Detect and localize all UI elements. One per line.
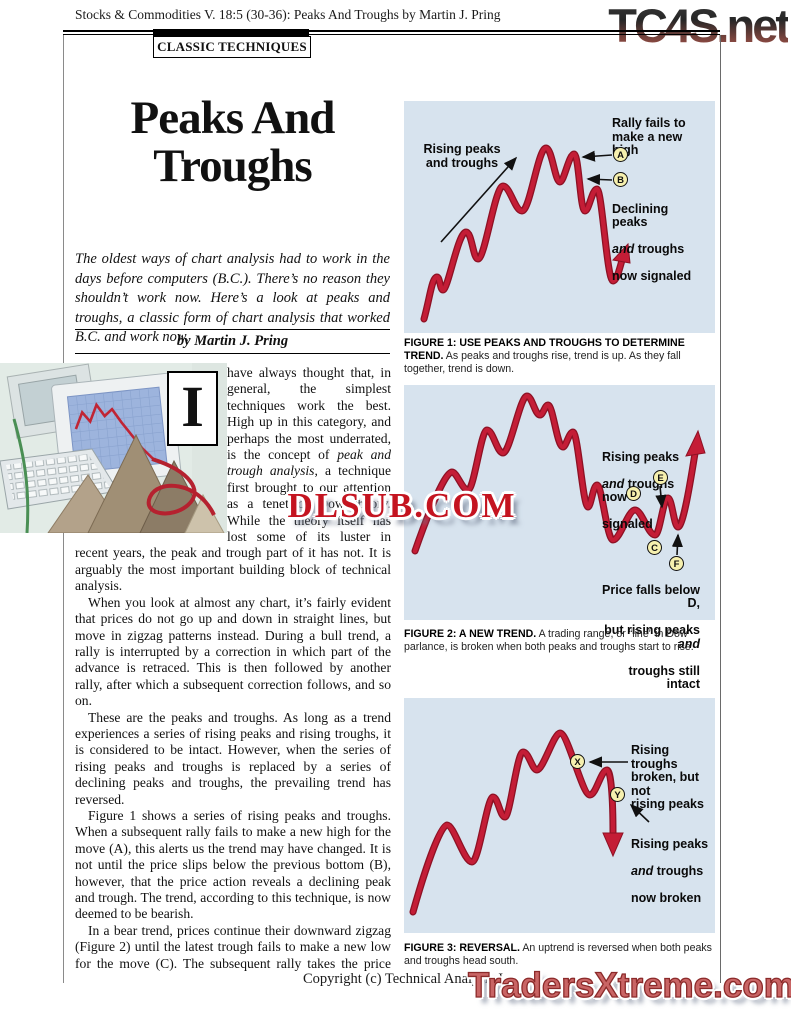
marker-a-arrow [581,150,613,162]
marker-badge-x: X [570,754,585,769]
tc4s-watermark-link[interactable]: TC4S.net [608,0,791,52]
header-rule-thick [63,30,720,32]
figure-3-chart: Rising troughs broken, but not rising pe… [404,698,715,933]
figure-1-curve [420,144,631,323]
broken-and-italic: and [631,863,654,878]
marker-badge-f: F [669,556,684,571]
broken-line1: Rising peaks [631,836,709,851]
marker-e-arrow [655,485,667,509]
title-line-1: Peaks And [130,92,336,144]
marker-y-arrow [629,803,650,823]
figure-1-caption-text: As peaks and troughs rise, trend is up. … [404,350,681,375]
declining-line2: and troughs [612,242,707,257]
p1-italic: peak and trough analysis [227,447,391,479]
label-peaks-broken: Rising peaks and troughs now broken [631,824,713,919]
paragraph-5: In a bear trend, prices continue their d… [75,922,391,971]
curve-end-arrowhead [612,242,631,264]
price-line3: troughs still intact [628,663,700,691]
figure-1-caption-bold: FIGURE 1: USE PEAKS AND TROUGHS TO DETER… [404,337,685,362]
broken-line3: now broken [631,890,702,905]
rising-line3: signaled [602,517,653,531]
price-line2-pre: but rising peaks [604,623,700,637]
declining-line3: now signaled [612,269,692,283]
right-column-rule [720,35,721,983]
price-line2: but rising peaks and [594,623,700,651]
section-label: CLASSIC TECHNIQUES [153,36,311,58]
rising-line2: and troughs now [602,476,700,505]
paragraph-4: Figure 1 shows a series of rising peaks … [75,807,391,922]
figure-2-caption: FIGURE 2: A NEW TREND. A trading range, … [404,628,717,654]
marker-b-arrow [586,173,613,186]
label-rising-signaled: Rising peaks and troughs now signaled [602,437,700,545]
marker-badge-y: Y [610,787,625,802]
p1-pre: have always thought that, in general, th… [227,365,391,463]
broken-line2-rest: troughs [653,863,704,878]
label-rally-fails: Rally fails to make a new high [612,116,686,156]
section-label-bar [153,29,309,36]
dropcap-letter: I [181,374,204,439]
figure-2-caption-text: A trading range, or “line” in Dow parlan… [404,628,694,653]
figure-2-caption-bold: FIGURE 2: A NEW TREND. [404,628,537,640]
figure-3-curve [409,729,650,916]
label-declining-peaks: Declining peaks and troughs now signaled [612,189,707,297]
label-troughs-broken: Rising troughs broken, but not rising pe… [631,743,704,811]
journal-header-line: Stocks & Commodities V. 18:5 (30-36): Pe… [75,7,501,22]
figure-3-caption-text: An uptrend is reversed when both peaks a… [404,942,712,967]
broken-line2: and troughs [631,863,713,879]
marker-badge-c: C [647,540,662,555]
figure-1-caption: FIGURE 1: USE PEAKS AND TROUGHS TO DETER… [404,337,717,376]
declining-and-italic: and [612,242,635,256]
marker-badge-e: E [653,470,668,485]
label-price-falls: Price falls below D, but rising peaks an… [594,570,700,705]
dropcap: I [167,371,218,446]
page-title: Peaks And Troughs [75,94,390,190]
curve-end-arrowhead [602,832,624,858]
article-intro: The oldest ways of chart analysis had to… [75,251,390,345]
article-body: have always thought that, in general, th… [75,365,391,971]
curve-end-arrowhead [685,429,706,457]
paragraph-1: have always thought that, in general, th… [75,365,391,595]
price-curve [410,730,616,915]
rising-and-italic: and [602,476,625,491]
marker-badge-d: D [626,486,641,501]
marker-badge-a: A [613,147,628,162]
marker-badge-b: B [613,172,628,187]
price-line1: Price falls below D, [602,582,700,610]
header-rule-thin [63,34,720,35]
price-curve [412,393,699,554]
byline: by Martin J. Pring [75,329,390,354]
price-curve [421,145,627,322]
title-line-2: Troughs [153,140,312,192]
p1-post: , a technique first brought to our atten… [75,463,391,594]
dlsub-watermark-link[interactable]: DLSUB.COM [287,486,517,525]
paragraph-3: These are the peaks and troughs. As long… [75,709,391,807]
figure-2-chart: Rising peaks and troughs now signaled Pr… [404,385,715,691]
label-rising-peaks: Rising peaks and troughs [423,142,501,170]
price-curve-outline [420,144,628,323]
trend-arrow [440,156,518,243]
figure-2-curve [411,392,706,556]
marker-f-arrow [671,533,683,556]
copyright-line: Copyright (c) Technical Analysis I [303,971,504,987]
figure-3-caption: FIGURE 3: REVERSAL. An uptrend is revers… [404,942,717,968]
tradersxtreme-watermark-link[interactable]: TradersXtreme.com [467,965,791,1005]
rising-line1: Rising peaks [602,449,680,464]
declining-line1: Declining peaks [612,201,669,229]
paragraph-2: When you look at almost any chart, it’s … [75,594,391,709]
declining-line2-rest: troughs [634,242,685,256]
figure-3-caption-bold: FIGURE 3: REVERSAL. [404,942,520,954]
figure-1-chart: Rising peaks and troughs Rally fails to … [404,101,715,333]
price-and-italic: and [677,636,700,651]
